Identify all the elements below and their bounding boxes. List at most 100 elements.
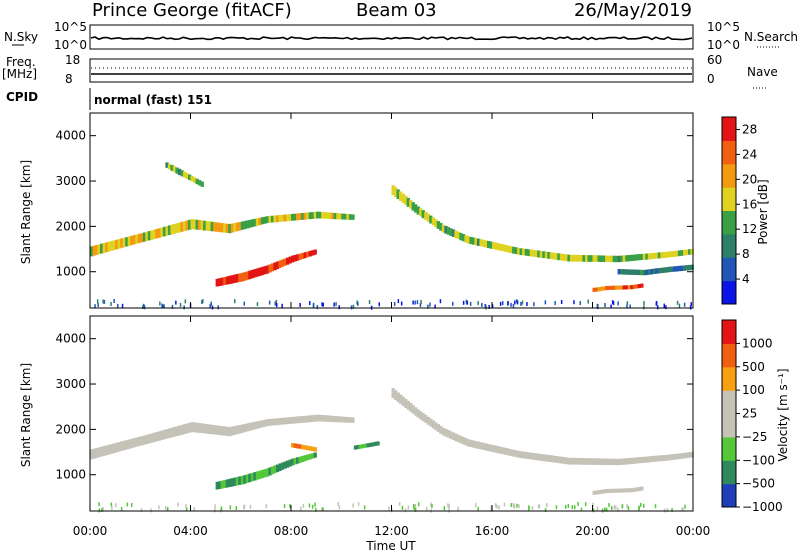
data-cell [622, 255, 626, 262]
data-cell [625, 269, 629, 275]
data-cell [278, 260, 282, 268]
data-cell [677, 250, 682, 257]
data-cell [429, 302, 431, 307]
velocity-colorbar: 1000 500 100 25 −25 −100 −500 −1000 [721, 319, 783, 514]
data-cell [562, 254, 566, 261]
data-cell [298, 213, 302, 220]
data-cell [527, 249, 531, 257]
data-cell [610, 255, 614, 263]
data-cell [542, 251, 546, 259]
data-cell [567, 457, 571, 465]
data-cell [260, 420, 265, 428]
data-cell [357, 502, 360, 507]
data-cell [293, 443, 297, 448]
x-tick-label: 20:00 [575, 524, 610, 538]
data-cell [113, 299, 115, 303]
data-cell [143, 303, 145, 308]
x-axis-label: Time UT [365, 539, 416, 553]
data-cell [654, 504, 657, 509]
data-cell [416, 409, 420, 418]
nave-axis-top: 60 [707, 53, 722, 67]
data-cell [490, 508, 493, 513]
data-cell [167, 428, 172, 438]
data-cell [683, 302, 686, 307]
data-cell [318, 211, 322, 219]
data-cell [524, 451, 528, 459]
data-cell [620, 458, 624, 465]
data-cell [412, 300, 414, 305]
data-cell [655, 301, 658, 305]
data-cell [688, 452, 692, 458]
power-y-label: Slant Range [km] [19, 160, 33, 264]
data-cell [494, 503, 497, 508]
data-cell [680, 453, 684, 459]
nsearch-axis-top: 10^5 [707, 20, 740, 34]
data-cell [479, 442, 483, 450]
data-cell [240, 272, 245, 282]
data-cell [564, 504, 567, 509]
data-cell [135, 234, 139, 244]
data-cell [170, 427, 174, 438]
colorbar-tick-label: 500 [742, 360, 765, 374]
data-cell [308, 503, 311, 508]
data-cell [263, 419, 267, 427]
data-cell [607, 255, 611, 262]
data-cell [268, 418, 272, 426]
data-cell [115, 239, 119, 250]
colorbar-segment [722, 413, 736, 438]
data-cell [447, 503, 449, 508]
data-cell [120, 238, 124, 248]
data-cell [175, 223, 179, 233]
data-cell [243, 505, 245, 510]
data-cell [510, 503, 513, 507]
data-cell [451, 229, 456, 237]
data-cell [200, 181, 204, 187]
data-cell [632, 269, 636, 275]
colorbar-tick-label: 100 [742, 383, 765, 397]
data-cell [637, 457, 641, 464]
data-cell [306, 445, 310, 451]
data-cell [351, 417, 355, 423]
data-cell [414, 407, 418, 416]
data-cell [102, 446, 106, 456]
nsky-axis-bottom: 10^0 [54, 38, 87, 52]
data-cell [350, 305, 353, 310]
data-cell [615, 285, 619, 290]
data-cell [286, 460, 290, 468]
data-cell [401, 396, 405, 406]
data-cell [102, 243, 106, 253]
data-cell [512, 303, 515, 308]
data-cell [105, 242, 109, 253]
data-cell [283, 258, 287, 266]
data-cell [223, 426, 227, 436]
data-cell [248, 219, 252, 228]
data-cell [223, 223, 227, 233]
data-cell [183, 221, 187, 231]
data-cell [245, 220, 250, 229]
data-cell [107, 241, 111, 252]
data-cell [268, 300, 271, 305]
data-cell [685, 452, 689, 459]
data-cell [431, 217, 435, 226]
data-cell [175, 300, 177, 305]
data-cell [255, 471, 260, 480]
data-cell [293, 416, 297, 424]
colorbar-tick-label: 25 [742, 407, 757, 421]
data-cell [399, 191, 403, 201]
data-cell [233, 223, 237, 232]
data-cell [293, 213, 297, 221]
data-cell [127, 236, 131, 246]
data-cell [512, 502, 515, 507]
data-cell [421, 210, 425, 219]
data-cell [313, 447, 317, 452]
data-cell [140, 508, 143, 513]
data-cell [90, 246, 94, 257]
data-cell [303, 415, 307, 423]
data-cell [260, 469, 265, 479]
data-cell [311, 504, 314, 509]
data-cell [280, 462, 285, 470]
data-cell [225, 276, 229, 285]
data-cell [675, 453, 679, 460]
data-cell [592, 508, 595, 513]
data-cell [180, 221, 184, 232]
